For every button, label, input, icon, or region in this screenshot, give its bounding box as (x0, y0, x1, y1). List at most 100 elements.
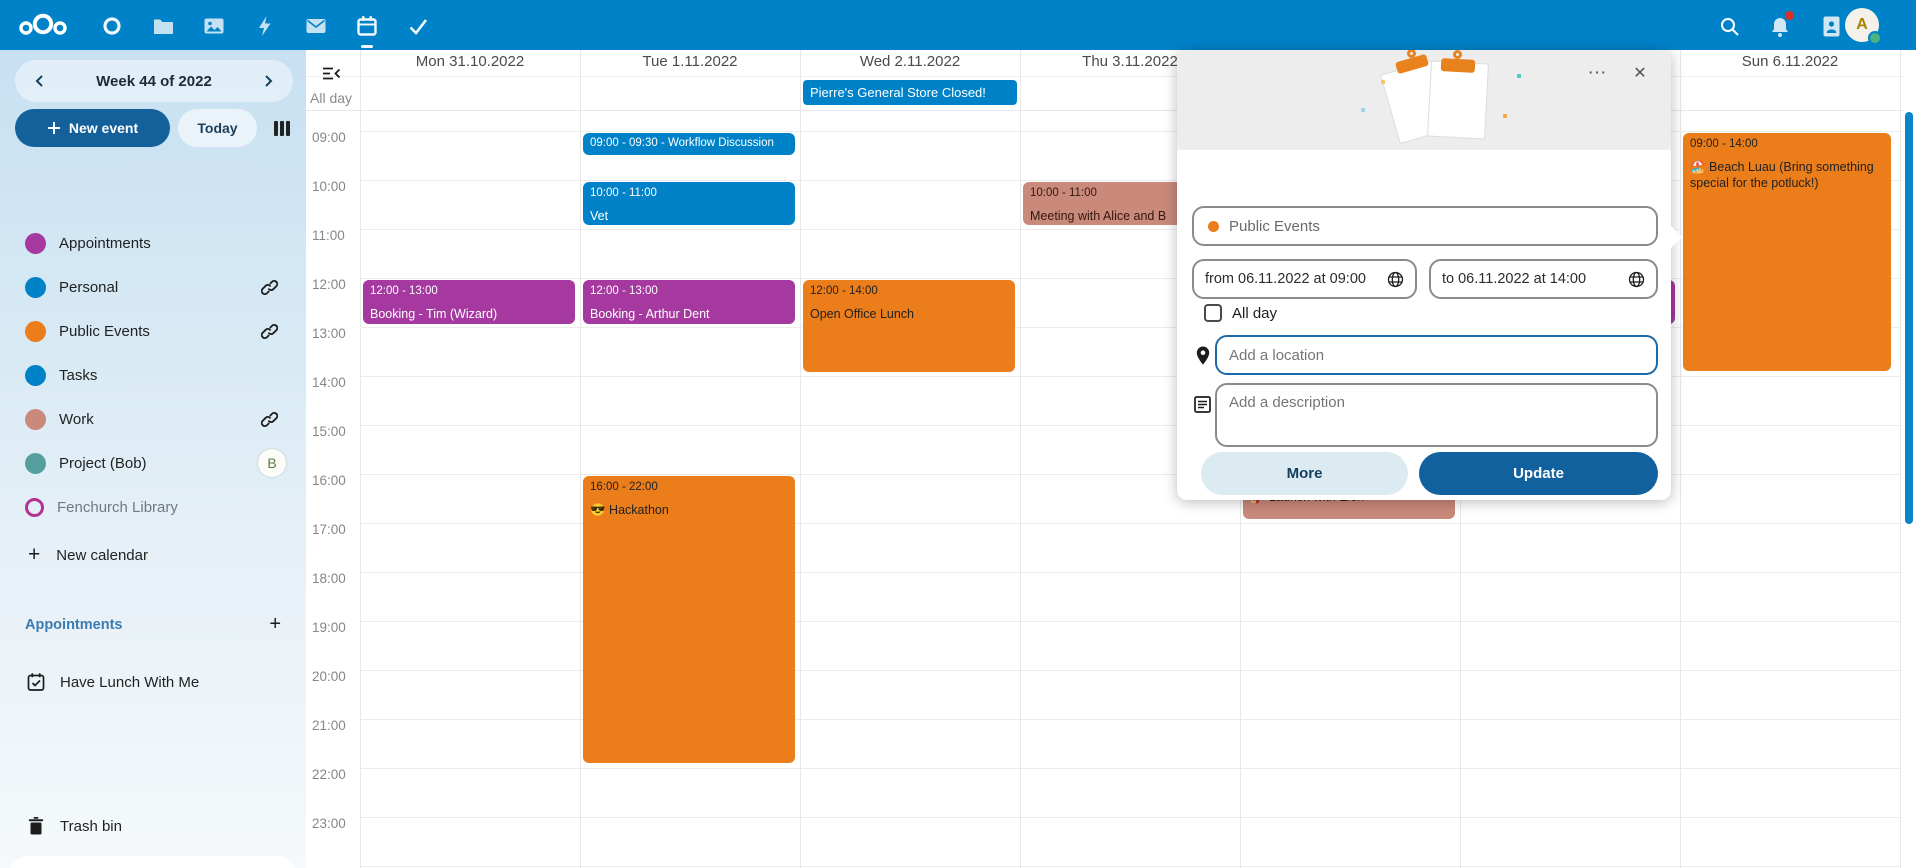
time-label: 20:00 (312, 669, 346, 684)
add-appointment-config-button[interactable]: + (269, 613, 281, 635)
event-hackathon[interactable]: 16:00 - 22:00 😎 Hackathon (583, 476, 795, 763)
time-label: 12:00 (312, 277, 346, 292)
calendar-select[interactable]: Public Events (1192, 206, 1658, 246)
time-label: 11:00 (312, 228, 345, 243)
calendar-color-dot (25, 320, 46, 342)
calendar-check-icon (27, 673, 45, 691)
event-workflow-discussion[interactable]: 09:00 - 09:30 - Workflow Discussion (583, 133, 795, 155)
new-event-button[interactable]: New event (15, 109, 170, 147)
day-header-thu: Thu 3.11.2022 (1082, 53, 1178, 70)
globe-icon[interactable] (1628, 271, 1645, 288)
notification-dot (1785, 11, 1794, 20)
close-icon[interactable]: ✕ (1625, 58, 1655, 88)
end-date-field[interactable]: to 06.11.2022 at 14:00 (1429, 259, 1658, 299)
avatar-letter: A (1856, 16, 1868, 33)
nextcloud-logo[interactable] (16, 9, 72, 46)
appointment-item-have-lunch[interactable]: Have Lunch With Me (10, 665, 296, 699)
time-label: 13:00 (312, 326, 346, 341)
sidebar-item-personal[interactable]: Personal (10, 270, 296, 304)
allday-divider (306, 110, 1904, 111)
event-booking-arthur-dent[interactable]: 12:00 - 13:00 Booking - Arthur Dent (583, 280, 795, 324)
day-header-tue: Tue 1.11.2022 (642, 53, 738, 70)
chevron-right-icon (265, 75, 273, 87)
collapse-allday-icon[interactable] (322, 66, 341, 86)
bell-icon[interactable] (1767, 11, 1794, 39)
allday-label: All day (310, 90, 353, 106)
calendar-color-dot (25, 232, 46, 254)
globe-icon[interactable] (1387, 271, 1404, 288)
share-link-icon[interactable] (260, 411, 279, 433)
more-options-icon[interactable]: ··· (1582, 58, 1612, 88)
location-pin-icon (1196, 346, 1210, 365)
sidebar-item-public-events[interactable]: Public Events (10, 314, 296, 348)
previous-week-button[interactable] (27, 68, 53, 94)
avatar[interactable]: A (1845, 8, 1882, 45)
next-week-button[interactable] (255, 68, 281, 94)
week-navigation: Week 44 of 2022 (15, 60, 293, 102)
today-button[interactable]: Today (178, 109, 257, 147)
time-label: 21:00 (312, 718, 346, 733)
event-booking-tim[interactable]: 12:00 - 13:00 Booking - Tim (Wizard) (363, 280, 575, 324)
plus-icon (47, 122, 60, 134)
trash-bin-button[interactable]: Trash bin (10, 808, 296, 844)
calendar-color-dot (25, 452, 46, 474)
calendar-color-ring (25, 497, 44, 517)
time-label: 15:00 (312, 424, 346, 439)
calendar-color-dot (25, 408, 46, 430)
trash-icon (28, 817, 44, 835)
more-button[interactable]: More (1201, 452, 1408, 495)
day-header-mon: Mon 31.10.2022 (415, 53, 525, 70)
week-title: Week 44 of 2022 (96, 72, 212, 90)
calendar-icon[interactable] (354, 13, 380, 48)
location-input[interactable] (1215, 335, 1658, 375)
event-vet[interactable]: 10:00 - 11:00 Vet (583, 182, 795, 225)
sidebar-item-work[interactable]: Work (10, 402, 296, 436)
checkbox-unchecked[interactable] (1204, 304, 1222, 322)
time-label: 19:00 (312, 620, 346, 635)
event-open-office-lunch[interactable]: 12:00 - 14:00 Open Office Lunch (803, 280, 1015, 372)
shared-by-badge: B (258, 449, 286, 477)
top-bar: A (0, 0, 1916, 50)
time-label: 14:00 (312, 375, 346, 390)
update-button[interactable]: Update (1419, 452, 1658, 495)
sidebar-item-fenchurch-library[interactable]: Fenchurch Library (10, 490, 296, 524)
vertical-scrollbar[interactable] (1905, 112, 1913, 524)
event-beach-luau[interactable]: 09:00 - 14:00 🏖️ Beach Luau (Bring somet… (1683, 133, 1891, 371)
activity-icon[interactable] (252, 13, 278, 39)
day-header-wed: Wed 2.11.2022 (859, 53, 961, 70)
description-icon (1194, 396, 1211, 413)
time-label: 18:00 (312, 571, 346, 586)
sidebar-item-project-bob[interactable]: Project (Bob) B (10, 446, 296, 480)
status-dot-online (1868, 31, 1882, 45)
files-icon[interactable] (150, 13, 176, 39)
tasks-icon[interactable] (405, 13, 431, 39)
share-link-icon[interactable] (260, 279, 279, 301)
sidebar-actions: New event Today (15, 109, 295, 147)
time-label: 16:00 (312, 473, 346, 488)
time-label: 22:00 (312, 767, 346, 782)
allday-event-pierres-store[interactable]: Pierre's General Store Closed! (803, 80, 1017, 105)
all-day-checkbox[interactable]: All day (1194, 304, 1277, 322)
time-label: 10:00 (312, 179, 346, 194)
sidebar-item-tasks[interactable]: Tasks (10, 358, 296, 392)
sidebar-item-appointments[interactable]: Appointments (10, 226, 296, 260)
photos-icon[interactable] (201, 13, 227, 39)
time-label: 09:00 (312, 130, 346, 145)
contacts-book-icon[interactable] (1818, 13, 1844, 39)
event-editor-popup: ··· ✕ Public Events from 06.11.2022 at 0… (1177, 50, 1682, 500)
calendar-settings-button[interactable]: ⚙ Calendar settings (7, 856, 299, 868)
search-icon[interactable] (1716, 13, 1742, 39)
day-header-sun: Sun 6.11.2022 (1741, 53, 1839, 70)
time-label: 23:00 (312, 816, 346, 831)
new-calendar-button[interactable]: + New calendar (28, 543, 148, 566)
nextcloud-logo-icon (19, 13, 67, 35)
description-input[interactable] (1215, 383, 1658, 447)
chevron-left-icon (35, 75, 43, 87)
contacts-icon[interactable] (99, 13, 125, 39)
week-columns-icon[interactable] (269, 115, 295, 141)
mail-icon[interactable] (303, 13, 329, 39)
share-link-icon[interactable] (260, 323, 279, 345)
sidebar: Week 44 of 2022 New event Today Appointm… (0, 50, 306, 868)
appointments-section-heading: Appointments + (25, 613, 281, 635)
start-date-field[interactable]: from 06.11.2022 at 09:00 (1192, 259, 1417, 299)
